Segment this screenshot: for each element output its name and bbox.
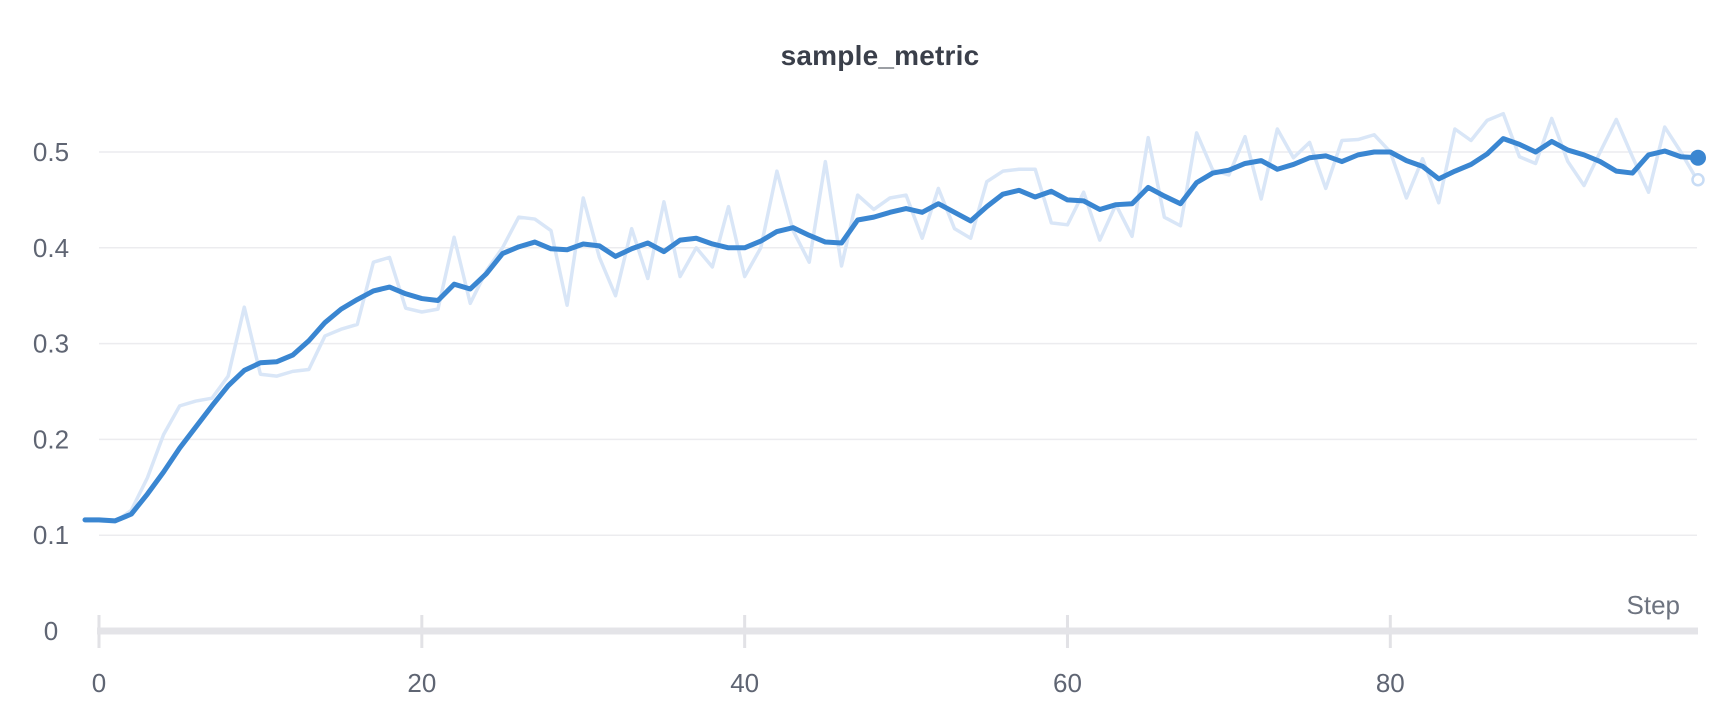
- y-tick-label: 0.1: [33, 520, 69, 550]
- final-raw-value-ring: [1691, 173, 1705, 187]
- x-tick-label: 20: [407, 668, 436, 698]
- y-tick-label: 0.4: [33, 233, 69, 263]
- chart-title: sample_metric: [780, 40, 980, 71]
- final-value-dot[interactable]: [1690, 149, 1706, 166]
- x-tick-label: 80: [1376, 668, 1405, 698]
- smoothed-series-line: [82, 136, 1700, 524]
- x-tick-label: 60: [1053, 668, 1082, 698]
- x-tick-label: 40: [730, 668, 759, 698]
- y-tick-label: 0.5: [33, 137, 69, 167]
- tick-labels-layer: 0 0.1 0.2 0.3 0.4 0.5 0 20 40 60 80: [33, 137, 1405, 698]
- x-axis-title: Step: [1627, 590, 1681, 620]
- series-layer: [82, 111, 1700, 524]
- raw-series-line: [83, 111, 1699, 524]
- y-tick-label: 0.2: [33, 424, 69, 454]
- end-markers-layer: [1690, 149, 1706, 187]
- x-axis-bar: [97, 627, 1698, 635]
- y-tick-label: 0.3: [33, 329, 69, 359]
- x-axis-layer: [97, 615, 1698, 648]
- x-tick-label: 0: [92, 668, 106, 698]
- gridlines-layer: [99, 151, 1697, 536]
- y-tick-label: 0: [44, 616, 58, 646]
